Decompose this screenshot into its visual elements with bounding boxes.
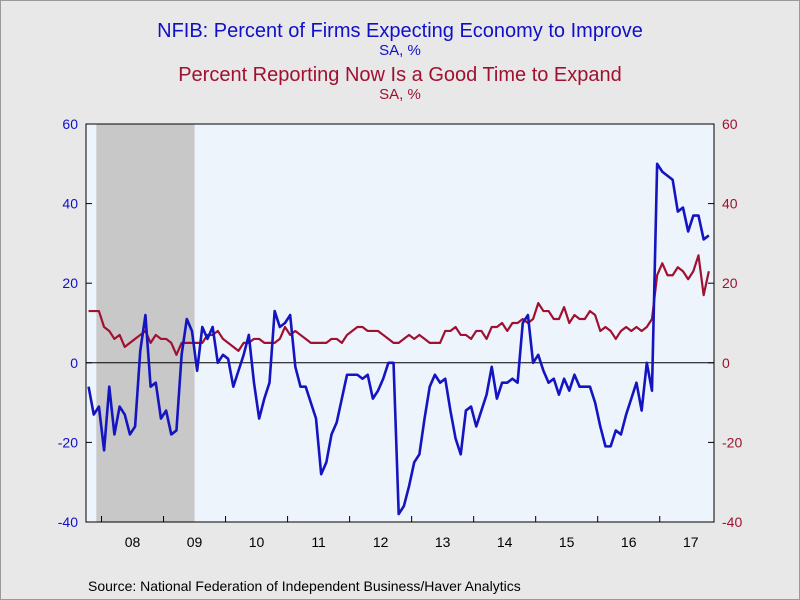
x-tick-label: 13 xyxy=(435,534,451,550)
x-tick-label: 09 xyxy=(187,534,203,550)
x-tick-label: 08 xyxy=(125,534,141,550)
right-y-axis: -40 -20 0 20 40 60 xyxy=(708,116,742,530)
left-y-tick-label: 0 xyxy=(70,355,78,371)
x-tick-label: 11 xyxy=(311,534,326,550)
right-y-tick-label: 0 xyxy=(722,355,730,371)
left-y-axis: -40 -20 0 20 40 60 xyxy=(58,116,92,530)
x-tick-label: 10 xyxy=(249,534,265,550)
series-line-good-time-expand xyxy=(88,254,710,356)
right-y-tick-label: -20 xyxy=(722,434,742,450)
chart-title-2: Percent Reporting Now Is a Good Time to … xyxy=(178,64,622,86)
left-y-tick-label: -20 xyxy=(58,434,78,450)
x-tick-label: 12 xyxy=(373,534,389,550)
right-y-tick-label: 20 xyxy=(722,275,738,291)
x-tick-label: 14 xyxy=(497,534,513,550)
chart-subtitle-2: SA, % xyxy=(379,86,421,103)
left-y-tick-label: 20 xyxy=(62,275,78,291)
x-tick-label: 15 xyxy=(559,534,575,550)
x-tick-label: 17 xyxy=(683,534,699,550)
chart-title-1: NFIB: Percent of Firms Expecting Economy… xyxy=(157,20,643,42)
right-y-tick-label: 40 xyxy=(722,196,738,212)
right-y-tick-label: -40 xyxy=(722,514,742,530)
left-y-tick-label: 40 xyxy=(62,196,78,212)
chart-subtitle-1: SA, % xyxy=(379,42,421,59)
left-y-tick-label: 60 xyxy=(62,116,78,132)
series-layer xyxy=(87,162,710,516)
right-y-tick-label: 60 xyxy=(722,116,738,132)
source-note: Source: National Federation of Independe… xyxy=(88,578,521,594)
x-axis: 08 09 10 11 12 13 14 15 16 17 xyxy=(101,516,699,550)
series-line-economy-improve xyxy=(87,162,710,516)
x-tick-label: 16 xyxy=(621,534,637,550)
plot-border xyxy=(85,123,715,523)
left-y-tick-label: -40 xyxy=(58,514,78,530)
